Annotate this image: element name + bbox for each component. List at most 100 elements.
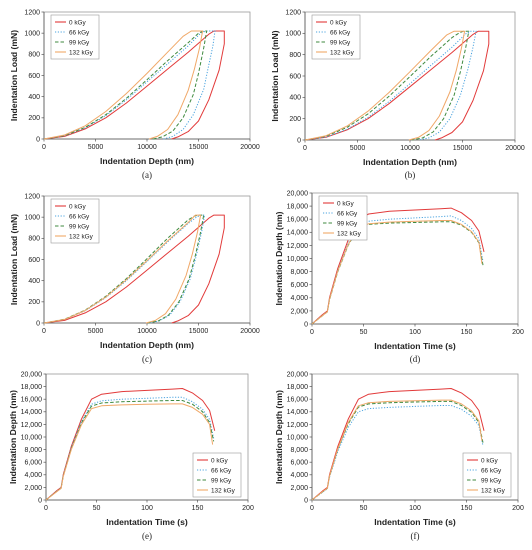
legend-label: 66 kGy (337, 210, 358, 217)
y-tick-label: 0 (36, 320, 40, 327)
y-tick-label: 200 (28, 299, 40, 306)
y-tick-label: 8,000 (290, 269, 308, 276)
chart-panel-6: 0 50 100 150 200 0 2,000 4,000 6,000 8,000 10,000 1… (274, 371, 524, 541)
y-tick-label: 12,000 (21, 422, 43, 429)
y-tick-label: 18,000 (287, 384, 309, 391)
legend-label: 132 kGy (481, 487, 506, 494)
legend-label: 132 kGy (69, 49, 94, 56)
y-tick-label: 14,000 (287, 409, 309, 416)
x-tick-label: 20000 (505, 145, 525, 152)
x-tick-label: 10000 (137, 144, 157, 151)
chart-panel-3: 0 5000 10000 15000 20000 0 200 400 600 800 1000 120… (9, 193, 260, 364)
legend-label: 66 kGy (481, 467, 502, 474)
x-tick-label: 200 (512, 505, 524, 512)
y-tick-label: 0 (38, 497, 42, 504)
legend-label: 99 kGy (481, 477, 502, 484)
y-tick-label: 800 (289, 52, 301, 59)
y-axis-title: Indentation Load (mN) (9, 214, 19, 305)
legend: 0 kGy 66 kGy 99 kGy 132 kGy (50, 198, 100, 244)
y-tick-label: 2,000 (290, 485, 308, 492)
x-tick-label: 200 (242, 505, 254, 512)
legend-label: 0 kGy (330, 19, 347, 26)
x-tick-label: 0 (310, 329, 314, 336)
legend-label: 66 kGy (69, 29, 90, 36)
y-tick-label: 8,000 (290, 447, 308, 454)
y-tick-label: 1000 (24, 215, 40, 222)
y-tick-label: 4,000 (24, 472, 42, 479)
y-tick-label: 200 (28, 115, 40, 122)
y-tick-label: 16,000 (21, 397, 43, 404)
x-axis-title: Indentation Depth (nm) (100, 156, 194, 166)
legend-label: 99 kGy (211, 477, 232, 484)
series-line-132-kgy (311, 220, 483, 325)
x-tick-label: 50 (360, 329, 368, 336)
y-tick-label: 800 (28, 236, 40, 243)
y-tick-label: 10,000 (287, 434, 309, 441)
panel-label: (d) (410, 354, 421, 364)
series-line-66-kgy (43, 30, 216, 140)
series-line-132-kgy (45, 403, 214, 501)
chart-panel-2: 0 5000 10000 15000 20000 0 200 400 600 800 1000 120… (270, 9, 525, 180)
y-tick-label: 2,000 (24, 485, 42, 492)
y-tick-label: 14,000 (21, 409, 43, 416)
x-tick-label: 0 (310, 505, 314, 512)
panel-label: (e) (142, 531, 152, 541)
legend-label: 99 kGy (69, 39, 90, 46)
y-tick-label: 800 (28, 52, 40, 59)
series-line-132-kgy (311, 399, 483, 501)
y-tick-label: 4,000 (290, 295, 308, 302)
panel-label: (a) (142, 170, 152, 180)
y-tick-label: 14,000 (287, 230, 309, 237)
x-tick-label: 20000 (240, 328, 260, 335)
x-tick-label: 100 (141, 505, 153, 512)
y-tick-label: 4,000 (290, 472, 308, 479)
chart-panel-1: 0 5000 10000 15000 20000 0 200 400 600 800 1000 120… (9, 9, 260, 180)
y-tick-label: 2,000 (290, 308, 308, 315)
x-tick-label: 5000 (88, 144, 104, 151)
y-tick-label: 10,000 (287, 256, 309, 263)
series-line-0-kgy (311, 207, 485, 325)
y-tick-label: 16,000 (287, 217, 309, 224)
series-line-132-kgy (304, 30, 466, 141)
x-axis-title: Indentation Depth (nm) (100, 340, 194, 350)
legend-label: 0 kGy (69, 19, 86, 26)
legend: 0 kGy 66 kGy 99 kGy 132 kGy (192, 452, 242, 498)
y-tick-label: 6,000 (290, 460, 308, 467)
y-tick-label: 16,000 (287, 397, 309, 404)
x-axis-title: Indentation Depth (nm) (363, 157, 457, 167)
legend: 0 kGy 66 kGy 99 kGy 132 kGy (311, 14, 361, 60)
legend-label: 99 kGy (330, 39, 351, 46)
y-tick-label: 12,000 (287, 422, 309, 429)
legend-label: 132 kGy (211, 487, 236, 494)
y-tick-label: 18,000 (21, 384, 43, 391)
series-line-0-kgy (43, 30, 225, 140)
chart-panel-5: 0 50 100 150 200 0 2,000 4,000 6,000 8,000 10,000 1… (8, 371, 254, 541)
y-tick-label: 8,000 (24, 447, 42, 454)
x-tick-label: 0 (303, 145, 307, 152)
x-tick-label: 150 (461, 505, 473, 512)
y-tick-label: 1200 (285, 9, 301, 16)
series-line-132-kgy (43, 30, 204, 140)
series-line-66-kgy (43, 214, 206, 324)
y-tick-label: 12,000 (287, 243, 309, 250)
y-tick-label: 1200 (24, 9, 40, 16)
y-tick-label: 0 (304, 497, 308, 504)
series-line-66-kgy (304, 30, 477, 141)
series-line-66-kgy (311, 405, 484, 501)
chart-panel-4: 0 50 100 150 200 0 2,000 4,000 6,000 8,000 10,000 1… (274, 190, 524, 364)
legend-label: 0 kGy (211, 457, 228, 464)
x-tick-label: 5000 (88, 328, 104, 335)
x-tick-label: 200 (512, 329, 524, 336)
y-tick-label: 18,000 (287, 204, 309, 211)
y-tick-label: 600 (289, 73, 301, 80)
x-tick-label: 0 (42, 144, 46, 151)
x-tick-label: 20000 (240, 144, 260, 151)
x-tick-label: 150 (461, 329, 473, 336)
y-tick-label: 20,000 (287, 190, 309, 197)
legend-label: 132 kGy (330, 49, 355, 56)
legend-label: 0 kGy (481, 457, 498, 464)
y-tick-label: 0 (36, 136, 40, 143)
panel-label: (c) (142, 354, 152, 364)
y-tick-label: 1000 (24, 31, 40, 38)
x-tick-label: 100 (409, 505, 421, 512)
